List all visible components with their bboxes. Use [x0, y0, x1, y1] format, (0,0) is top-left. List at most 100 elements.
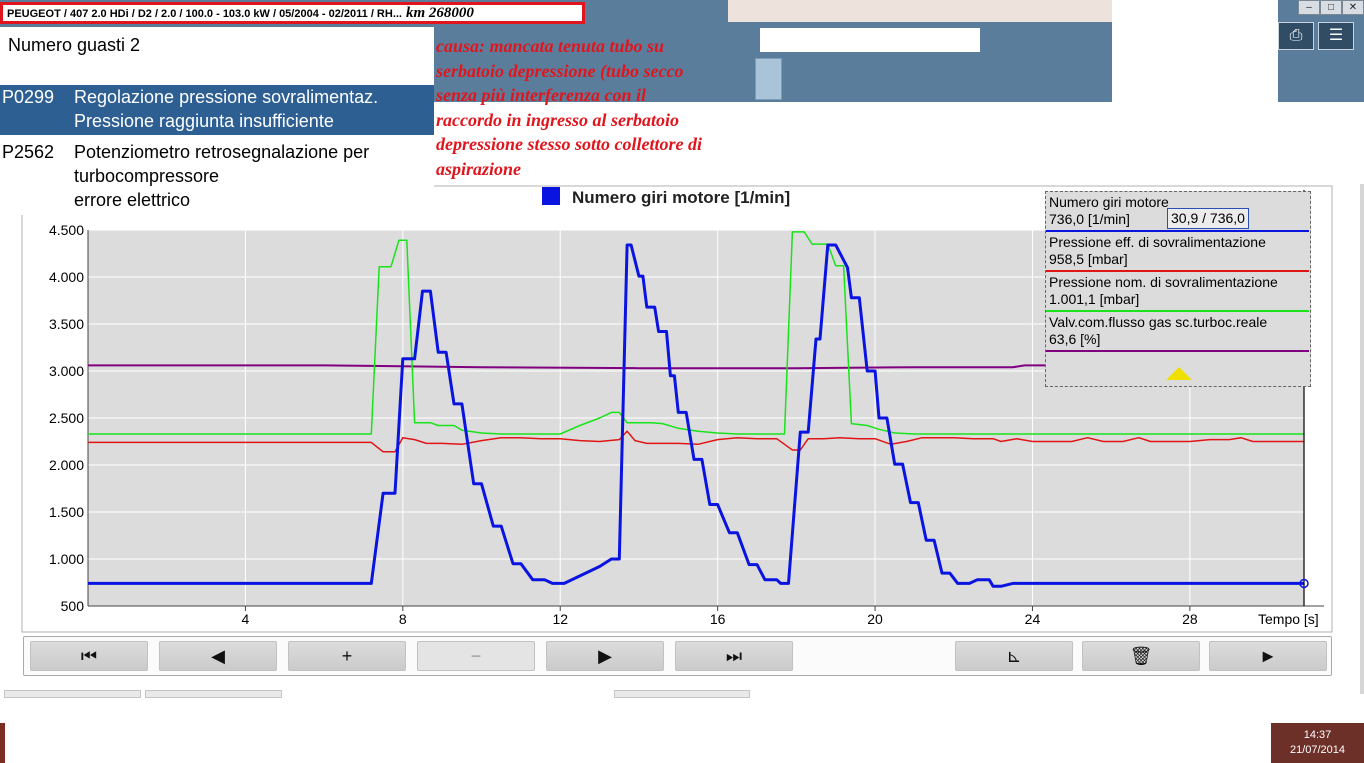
bottom-tab[interactable] [145, 690, 282, 698]
series-line-2 [88, 231, 1304, 435]
minimize-button[interactable]: – [1298, 0, 1320, 15]
fault-row-p2562[interactable]: P2562 Potenziometro retrosegnalazione pe… [0, 140, 434, 218]
legend-item-boost-actual[interactable]: Pressione eff. di sovralimentazione 958,… [1049, 234, 1309, 268]
fault-code: P2562 [2, 142, 55, 162]
scroll-up-icon[interactable] [1166, 367, 1192, 380]
y-tick-label: 1.000 [49, 551, 84, 567]
fault-detail: Pressione raggiunta insufficiente [74, 111, 334, 131]
y-tick-label: 3.500 [49, 316, 84, 332]
skip-last-icon: ⏭ [725, 645, 743, 666]
annotation-line: depressione stesso sotto collettore di [436, 134, 702, 154]
series-line-1 [88, 430, 1304, 453]
chart-settings-button[interactable]: ⊾ [955, 641, 1073, 671]
x-tick-label: 8 [399, 611, 407, 627]
legend-item-turbo-valve[interactable]: Valv.com.flusso gas sc.turboc.reale 63,6… [1049, 314, 1309, 348]
cursor-marker [1299, 578, 1309, 589]
legend-line-boost-actual [1046, 270, 1309, 272]
vehicle-info: PEUGEOT / 407 2.0 HDi / D2 / 2.0 / 100.0… [7, 8, 402, 20]
y-tick-label: 4.000 [49, 269, 84, 285]
menu-list-icon[interactable]: ☰ [1318, 22, 1354, 50]
arrow-left-icon: ◀ [211, 645, 225, 666]
x-tick-label: 20 [867, 611, 883, 627]
play-icon: ► [1259, 645, 1277, 666]
playback-toolbar: ⏮ ◀ + − ▶ ⏭ ⊾ 🗑 ► [23, 636, 1332, 676]
legend-item-boost-nominal[interactable]: Pressione nom. di sovralimentazione 1.00… [1049, 274, 1309, 308]
annotation-line: raccordo in ingresso al serbatoio [436, 109, 680, 130]
toolbar-button[interactable] [755, 58, 782, 100]
x-axis-label: Tempo [s] [1258, 611, 1319, 627]
zoom-in-button[interactable]: + [288, 641, 406, 671]
legend-name: Pressione eff. di sovralimentazione [1049, 234, 1266, 250]
x-tick-label: 28 [1182, 611, 1198, 627]
next-button[interactable]: ▶ [546, 641, 664, 671]
legend-line-rpm [1046, 230, 1309, 232]
zoom-out-button[interactable]: − [417, 641, 535, 671]
annotation-text: causa: mancata tenuta tubo su serbatoio … [436, 34, 756, 181]
last-button[interactable]: ⏭ [675, 641, 793, 671]
chart-title: Numero giri motore [1/min] [572, 188, 790, 207]
bottom-tab[interactable] [4, 690, 141, 698]
legend-name: Numero giri motore [1049, 194, 1169, 210]
legend-value: 736,0 [1/min] [1049, 211, 1130, 227]
legend-value: 958,5 [mbar] [1049, 251, 1128, 267]
annotation-line: serbatoio depressione (tubo secco [436, 60, 684, 81]
cursor-readout: 30,9 / 736,0 [1167, 208, 1249, 229]
legend-name: Valv.com.flusso gas sc.turboc.reale [1049, 314, 1268, 330]
delete-button[interactable]: 🗑 [1082, 641, 1200, 671]
legend-line-turbo-valve [1046, 350, 1309, 352]
first-button[interactable]: ⏮ [30, 641, 148, 671]
legend-panel: Numero giri motore 736,0 [1/min] Pressio… [1045, 191, 1311, 387]
minus-icon: − [470, 645, 482, 666]
fault-count: Numero guasti 2 [8, 35, 141, 55]
legend-item-rpm[interactable]: Numero giri motore 736,0 [1/min] [1049, 194, 1309, 228]
clock-time: 14:37 [1303, 729, 1332, 741]
taskbar-edge [0, 723, 5, 763]
y-tick-label: 500 [61, 598, 85, 614]
series-line-3 [88, 364, 1304, 370]
prev-button[interactable]: ◀ [159, 641, 277, 671]
chart-axis-icon: ⊾ [1006, 645, 1022, 666]
y-tick-label: 1.500 [49, 504, 84, 520]
x-tick-label: 4 [242, 611, 250, 627]
annotation-line: causa: mancata tenuta tubo su [436, 36, 665, 56]
arrow-right-icon: ▶ [598, 645, 612, 666]
close-button[interactable]: ✕ [1342, 0, 1364, 15]
series-line-0 [88, 243, 1304, 588]
fault-description: Potenziometro retrosegnalazione per turb… [74, 142, 370, 186]
fault-panel: Numero guasti 2 P0299 Regolazione pressi… [0, 27, 434, 215]
toolbar-strip [760, 28, 980, 52]
fault-row-p0299[interactable]: P0299 Regolazione pressione sovralimenta… [0, 85, 434, 135]
x-tick-label: 12 [552, 611, 568, 627]
maximize-button[interactable]: □ [1320, 0, 1342, 15]
print-icon[interactable]: ⎙ [1278, 22, 1314, 50]
x-tick-label: 24 [1025, 611, 1041, 627]
y-tick-label: 2.500 [49, 410, 84, 426]
y-tick-label: 2.000 [49, 457, 84, 473]
x-tick-label: 16 [710, 611, 726, 627]
title-marker [542, 187, 560, 205]
taskbar-clock[interactable]: 14:37 21/07/2014 [1271, 723, 1364, 763]
annotation-line: aspirazione [436, 158, 522, 179]
y-tick-label: 4.500 [49, 222, 84, 238]
window-controls: – □ ✕ [1298, 0, 1364, 16]
bottom-tab[interactable] [614, 690, 750, 698]
fault-description: Regolazione pressione sovralimentaz. [74, 87, 379, 107]
legend-name: Pressione nom. di sovralimentazione [1049, 274, 1278, 290]
legend-value: 1.001,1 [mbar] [1049, 291, 1140, 307]
clock-date: 21/07/2014 [1289, 744, 1346, 756]
skip-first-icon: ⏮ [80, 645, 98, 666]
legend-line-boost-nominal [1046, 310, 1309, 312]
legend-value: 63,6 [%] [1049, 331, 1101, 347]
plus-icon: + [341, 645, 353, 666]
fault-detail: errore elettrico [74, 190, 191, 210]
separator [0, 102, 1364, 110]
background-panel [728, 0, 1118, 22]
annotation-line: senza più interferenza con il [436, 85, 647, 105]
trash-icon: 🗑 [1129, 645, 1153, 666]
y-tick-label: 3.000 [49, 363, 84, 379]
background-panel-right [1112, 0, 1278, 102]
vehicle-header: PEUGEOT / 407 2.0 HDi / D2 / 2.0 / 100.0… [0, 2, 585, 24]
fault-code: P0299 [2, 87, 55, 107]
play-button[interactable]: ► [1209, 641, 1327, 671]
mileage: km 268000 [406, 5, 474, 21]
